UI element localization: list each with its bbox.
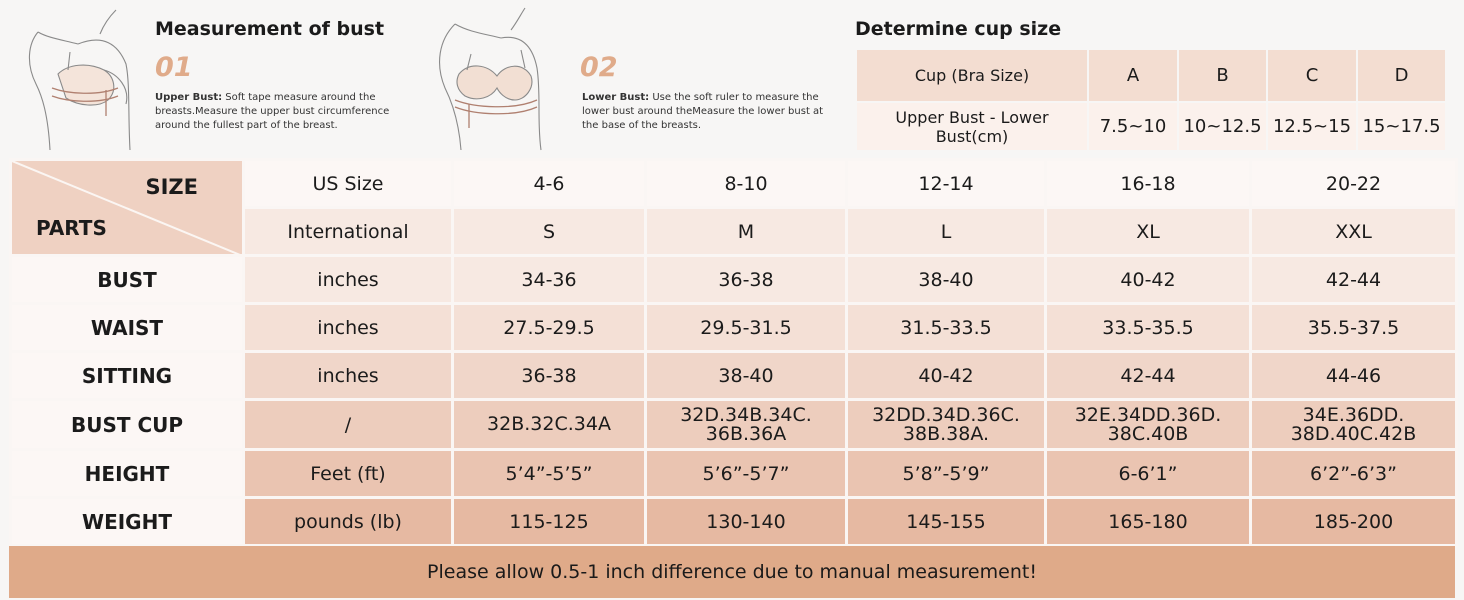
bust-cup-part-label: BUST CUP bbox=[9, 398, 245, 451]
bust-cup-unit: / bbox=[242, 398, 454, 451]
international-row: International S M L XL XXL bbox=[11, 206, 1458, 257]
international-cell: S bbox=[451, 206, 647, 257]
step-1-number: 01 bbox=[155, 52, 193, 83]
cup-value-b: 10~12.5 bbox=[1177, 101, 1268, 152]
bust-cup-cell: 32E.34DD.36D. 38C.40B bbox=[1044, 398, 1252, 451]
weight-row: WEIGHT pounds (lb) 115-125 130-140 145-1… bbox=[9, 496, 1458, 547]
sitting-part-label: SITTING bbox=[9, 350, 245, 401]
weight-part-label: WEIGHT bbox=[9, 496, 245, 547]
sitting-cell: 44-46 bbox=[1249, 350, 1458, 401]
us-size-cell: 4-6 bbox=[451, 158, 647, 209]
waist-cell: 27.5-29.5 bbox=[451, 302, 647, 353]
parts-corner-label: PARTS bbox=[36, 216, 107, 240]
waist-part-label: WAIST bbox=[9, 302, 245, 353]
measurement-title: Measurement of bust bbox=[155, 18, 385, 40]
cup-value-label: Upper Bust - Lower Bust(cm) bbox=[855, 101, 1089, 152]
cup-size-table: Cup (Bra Size) A B C D Upper Bust - Lowe… bbox=[855, 48, 1447, 152]
cup-value-row: Upper Bust - Lower Bust(cm) 7.5~10 10~12… bbox=[855, 101, 1447, 152]
bust-cell: 36-38 bbox=[644, 254, 848, 305]
measurement-note: Please allow 0.5-1 inch difference due t… bbox=[9, 546, 1455, 598]
waist-unit: inches bbox=[242, 302, 454, 353]
height-row: HEIGHT Feet (ft) 5’4”-5’5” 5’6”-5’7” 5’8… bbox=[9, 448, 1458, 499]
sitting-row: SITTING inches 36-38 38-40 40-42 42-44 4… bbox=[9, 350, 1458, 401]
size-parts-corner: SIZE PARTS bbox=[9, 158, 245, 257]
step-1-label: Upper Bust: bbox=[155, 92, 223, 103]
weight-cell: 130-140 bbox=[644, 496, 848, 547]
step-1-text: Upper Bust: Soft tape measure around the… bbox=[155, 91, 417, 133]
bust-cell: 42-44 bbox=[1249, 254, 1458, 305]
cup-header-d: D bbox=[1356, 48, 1447, 103]
step-2-text: Lower Bust: Use the soft ruler to measur… bbox=[582, 91, 834, 133]
bust-cup-cell: 32DD.34D.36C. 38B.38A. bbox=[845, 398, 1047, 451]
us-size-row: SIZE PARTS US Size 4-6 8-10 12-14 16-18 … bbox=[9, 158, 1458, 257]
upper-bust-illustration bbox=[28, 9, 131, 151]
corner-diagonal bbox=[12, 161, 245, 257]
height-cell: 6-6’1” bbox=[1044, 448, 1252, 499]
bust-cell: 38-40 bbox=[845, 254, 1047, 305]
waist-cell: 29.5-31.5 bbox=[644, 302, 848, 353]
weight-cell: 165-180 bbox=[1044, 496, 1252, 547]
sitting-cell: 36-38 bbox=[451, 350, 647, 401]
sitting-cell: 42-44 bbox=[1044, 350, 1252, 401]
us-size-label: US Size bbox=[242, 158, 454, 209]
bust-part-label: BUST bbox=[9, 254, 245, 305]
step-2-label: Lower Bust: bbox=[582, 92, 650, 103]
weight-cell: 115-125 bbox=[451, 496, 647, 547]
international-cell: XL bbox=[1044, 206, 1252, 257]
bust-cup-cell: 32B.32C.34A bbox=[451, 398, 647, 451]
bust-unit: inches bbox=[242, 254, 454, 305]
bust-row: BUST inches 34-36 36-38 38-40 40-42 42-4… bbox=[9, 254, 1458, 305]
step-2-number: 02 bbox=[580, 52, 618, 83]
sitting-cell: 40-42 bbox=[845, 350, 1047, 401]
lower-bust-illustration bbox=[439, 7, 542, 151]
cup-header-c: C bbox=[1266, 48, 1358, 103]
bust-cell: 40-42 bbox=[1044, 254, 1252, 305]
bust-cell: 34-36 bbox=[451, 254, 647, 305]
weight-unit: pounds (lb) bbox=[242, 496, 454, 547]
us-size-cell: 16-18 bbox=[1044, 158, 1252, 209]
size-chart-table: SIZE PARTS US Size 4-6 8-10 12-14 16-18 … bbox=[9, 158, 1458, 547]
cup-header-row: Cup (Bra Size) A B C D bbox=[855, 48, 1447, 103]
bust-cup-cell: 34E.36DD. 38D.40C.42B bbox=[1249, 398, 1458, 451]
us-size-cell: 20-22 bbox=[1249, 158, 1458, 209]
us-size-cell: 8-10 bbox=[644, 158, 848, 209]
cup-header-b: B bbox=[1177, 48, 1268, 103]
cup-header-label: Cup (Bra Size) bbox=[855, 48, 1089, 103]
height-part-label: HEIGHT bbox=[9, 448, 245, 499]
sitting-unit: inches bbox=[242, 350, 454, 401]
cup-value-c: 12.5~15 bbox=[1266, 101, 1358, 152]
bust-cup-row: BUST CUP / 32B.32C.34A 32D.34B.34C. 36B.… bbox=[9, 398, 1458, 451]
size-corner-label: SIZE bbox=[145, 175, 198, 199]
height-cell: 5’8”-5’9” bbox=[845, 448, 1047, 499]
international-label: International bbox=[242, 206, 454, 257]
weight-cell: 145-155 bbox=[845, 496, 1047, 547]
bust-cup-cell: 32D.34B.34C. 36B.36A bbox=[644, 398, 848, 451]
waist-cell: 31.5-33.5 bbox=[845, 302, 1047, 353]
height-unit: Feet (ft) bbox=[242, 448, 454, 499]
step-2-body: Use the soft ruler to measure the lower … bbox=[582, 92, 824, 131]
weight-cell: 185-200 bbox=[1249, 496, 1458, 547]
cup-value-d: 15~17.5 bbox=[1356, 101, 1447, 152]
international-cell: L bbox=[845, 206, 1047, 257]
waist-cell: 35.5-37.5 bbox=[1249, 302, 1458, 353]
international-cell: XXL bbox=[1249, 206, 1458, 257]
waist-cell: 33.5-35.5 bbox=[1044, 302, 1252, 353]
cup-value-a: 7.5~10 bbox=[1087, 101, 1179, 152]
international-cell: M bbox=[644, 206, 848, 257]
height-cell: 5’6”-5’7” bbox=[644, 448, 848, 499]
sitting-cell: 38-40 bbox=[644, 350, 848, 401]
step-1-body: Soft tape measure around the breasts.Mea… bbox=[155, 92, 390, 131]
us-size-cell: 12-14 bbox=[845, 158, 1047, 209]
cup-size-title: Determine cup size bbox=[855, 18, 1062, 40]
waist-row: WAIST inches 27.5-29.5 29.5-31.5 31.5-33… bbox=[9, 302, 1458, 353]
height-cell: 5’4”-5’5” bbox=[451, 448, 647, 499]
cup-header-a: A bbox=[1087, 48, 1179, 103]
height-cell: 6’2”-6’3” bbox=[1249, 448, 1458, 499]
